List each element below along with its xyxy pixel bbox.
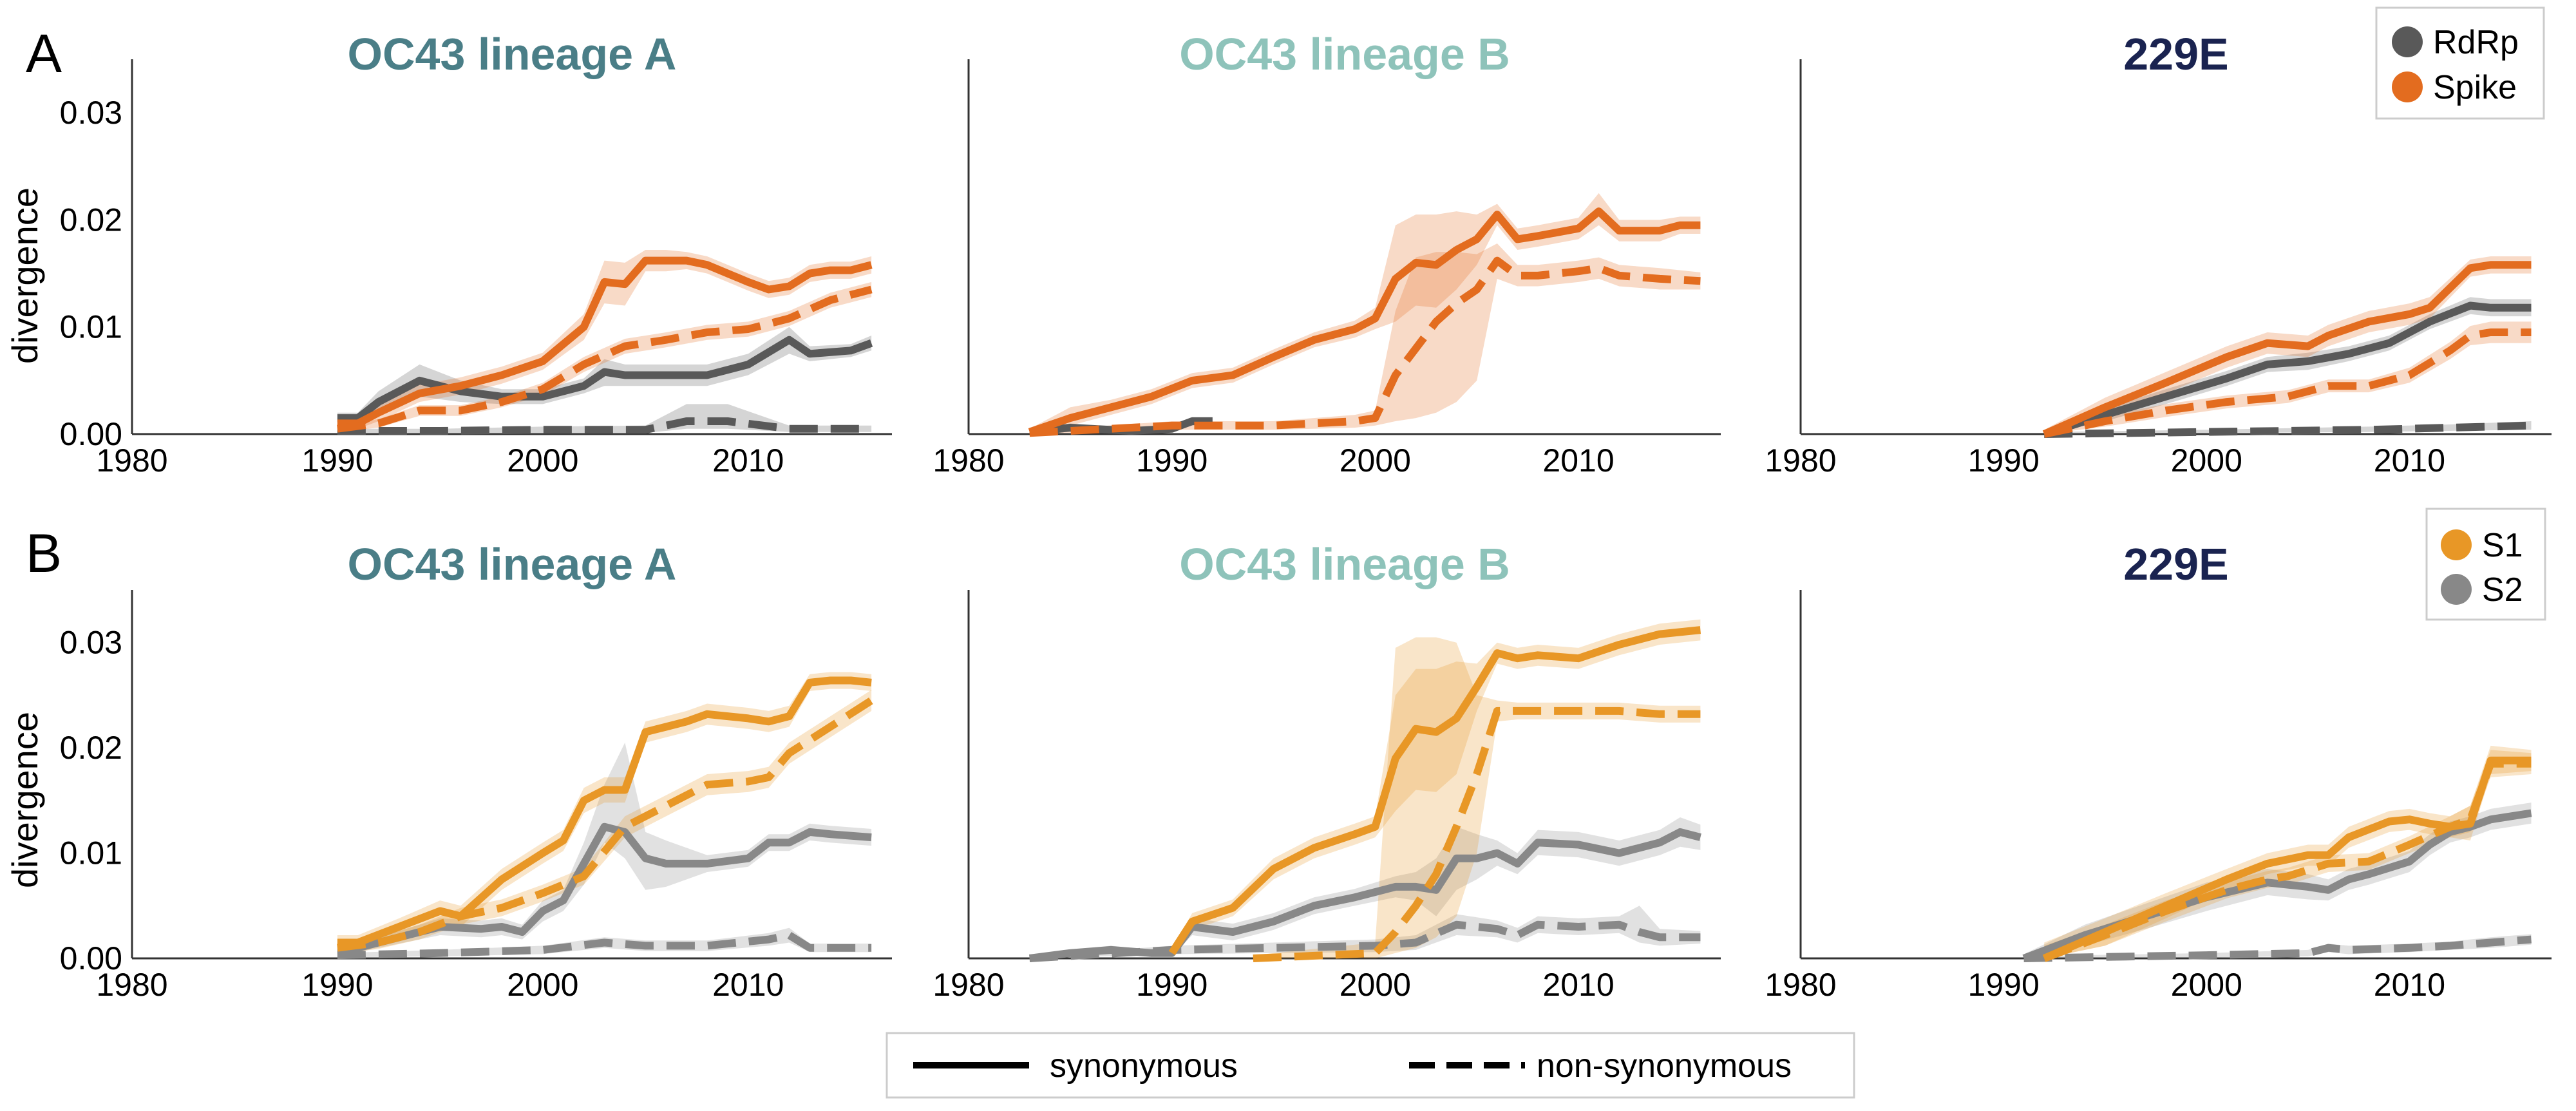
panel-5-line-2 bbox=[1029, 920, 1701, 962]
panel-1-y-tick-2: 0.02 bbox=[60, 202, 122, 238]
y-axis-label-b: divergence bbox=[5, 712, 45, 888]
panel-4-x-tick-2: 2000 bbox=[507, 967, 578, 1003]
panel-4-x-tick-0: 1980 bbox=[96, 967, 167, 1003]
legend-b-label-1: S1 bbox=[2482, 527, 2523, 564]
panel-6-x-tick-0: 1980 bbox=[1765, 967, 1836, 1003]
panel-4-line-2 bbox=[337, 931, 872, 960]
panel-5-x-tick-0: 1980 bbox=[933, 967, 1004, 1003]
panel-3-band-2 bbox=[2044, 421, 2532, 434]
panel-1-band-4 bbox=[337, 281, 872, 432]
panel-1-x-tick-0: 1980 bbox=[96, 442, 167, 479]
panel-1-line-1 bbox=[337, 336, 873, 423]
row-label-b: B bbox=[26, 523, 62, 584]
panel-6-line-4 bbox=[2043, 759, 2532, 962]
linestyle-legend: synonymous non-synonymous bbox=[886, 1032, 1855, 1099]
panel-4-line-3 bbox=[337, 676, 872, 947]
panel-4-y-tick-3: 0.03 bbox=[60, 625, 122, 661]
panel-5-title: OC43 lineage B bbox=[1179, 539, 1510, 589]
panel-4-line-1 bbox=[337, 822, 872, 952]
panel-3-x-tick-3: 2010 bbox=[2374, 442, 2445, 479]
panel-2-x-tick-0: 1980 bbox=[933, 442, 1004, 479]
panel-2-line-3 bbox=[1029, 256, 1701, 437]
legend-b-marker-2 bbox=[2441, 574, 2472, 605]
panel-4-line-4 bbox=[337, 697, 874, 952]
panel-6-title: 229E bbox=[2123, 539, 2228, 589]
legend-a: RdRp Spike bbox=[2375, 6, 2545, 120]
panel-5-line-4 bbox=[1253, 707, 1701, 962]
panel-3-line-2 bbox=[2044, 421, 2532, 438]
panel-5-band-4 bbox=[1253, 637, 1701, 958]
panel-3-x-tick-2: 2000 bbox=[2171, 442, 2242, 479]
panel-6-line-3 bbox=[2042, 756, 2532, 962]
panel-4-band-3 bbox=[337, 672, 872, 950]
panel-6: 229E 1980 1990 2000 2010 bbox=[1765, 539, 2552, 1003]
legend-b-marker-1 bbox=[2441, 529, 2472, 560]
panel-5-line-3 bbox=[1168, 626, 1701, 956]
panel-2-line-2 bbox=[1028, 207, 1701, 436]
panel-1-y-tick-0: 0.00 bbox=[60, 416, 122, 452]
legend-a-label-2: Spike bbox=[2433, 69, 2517, 106]
panel-1-x-tick-1: 1990 bbox=[301, 442, 373, 479]
legend-b-label-2: S2 bbox=[2482, 571, 2523, 609]
panel-3-x-tick-1: 1990 bbox=[1968, 442, 2040, 479]
panel-1-band-2 bbox=[337, 404, 872, 433]
y-axis-label-a: divergence bbox=[5, 187, 45, 364]
panel-2-band-2 bbox=[1029, 193, 1701, 434]
panel-1-x-tick-3: 2010 bbox=[712, 442, 784, 479]
panel-5: OC43 lineage B 1980 1990 2000 2010 bbox=[933, 539, 1721, 1003]
panel-1-title: OC43 lineage A bbox=[348, 29, 677, 79]
legend-a-label-1: RdRp bbox=[2433, 24, 2519, 61]
panel-2-x-tick-2: 2000 bbox=[1340, 442, 1411, 479]
panel-3-x-tick-0: 1980 bbox=[1765, 442, 1836, 479]
panel-1-y-tick-1: 0.01 bbox=[60, 309, 122, 345]
panel-2-x-tick-3: 2010 bbox=[1542, 442, 1614, 479]
panel-3: 229E 1980 1990 2000 2010 bbox=[1765, 29, 2552, 479]
panel-4-title: OC43 lineage A bbox=[348, 539, 677, 589]
legend-a-marker-2 bbox=[2392, 71, 2423, 102]
panels: OC43 lineage A 1980 1990 2000 2010 0.00 0.01 0.… bbox=[60, 29, 2552, 1003]
panel-5-band-3 bbox=[1171, 619, 1701, 956]
panel-4-y-tick-0: 0.00 bbox=[60, 940, 122, 976]
panel-5-x-tick-2: 2000 bbox=[1340, 967, 1411, 1003]
panel-3-line-1 bbox=[2043, 301, 2532, 438]
panel-5-line-1 bbox=[1028, 828, 1701, 962]
legend-b: S1 S2 bbox=[2425, 508, 2546, 621]
panel-2-title: OC43 lineage B bbox=[1179, 29, 1510, 79]
panel-4: OC43 lineage A 1980 1990 2000 2010 0.00 0.01 0.… bbox=[60, 539, 892, 1003]
panel-4-y-tick-2: 0.02 bbox=[60, 730, 122, 766]
panel-2: OC43 lineage B 1980 1990 2000 2010 bbox=[933, 29, 1721, 479]
panel-6-x-tick-3: 2010 bbox=[2374, 967, 2445, 1003]
panel-3-line-4 bbox=[2043, 328, 2532, 438]
panel-3-line-3 bbox=[2042, 261, 2532, 438]
panel-4-x-tick-1: 1990 bbox=[301, 967, 373, 1003]
panel-6-x-tick-2: 2000 bbox=[2171, 967, 2242, 1003]
legend-a-marker-1 bbox=[2392, 26, 2423, 57]
panel-2-x-tick-1: 1990 bbox=[1136, 442, 1208, 479]
panel-1-line-4 bbox=[337, 285, 873, 433]
linestyle-dashed-label: non-synonymous bbox=[1537, 1047, 1792, 1085]
panel-1: OC43 lineage A 1980 1990 2000 2010 0.00 0.01 0.… bbox=[60, 29, 892, 479]
panel-5-band-2 bbox=[1029, 906, 1701, 958]
panel-5-x-tick-1: 1990 bbox=[1136, 967, 1208, 1003]
panel-5-x-tick-3: 2010 bbox=[1542, 967, 1614, 1003]
panel-6-line-2 bbox=[2023, 935, 2532, 962]
linestyle-legend-frame bbox=[886, 1032, 1855, 1099]
panel-1-x-tick-2: 2000 bbox=[507, 442, 578, 479]
panel-4-y-tick-1: 0.01 bbox=[60, 835, 122, 871]
panel-4-x-tick-3: 2010 bbox=[712, 967, 784, 1003]
panel-1-line-3 bbox=[337, 256, 873, 428]
row-label-a: A bbox=[26, 23, 62, 84]
linestyle-solid-label: synonymous bbox=[1050, 1047, 1238, 1085]
panel-3-band-4 bbox=[2044, 321, 2532, 434]
panel-3-title: 229E bbox=[2123, 29, 2228, 79]
panel-2-line-1 bbox=[1029, 417, 1213, 436]
panel-6-x-tick-1: 1990 bbox=[1968, 967, 2040, 1003]
panel-1-y-tick-3: 0.03 bbox=[60, 95, 122, 131]
